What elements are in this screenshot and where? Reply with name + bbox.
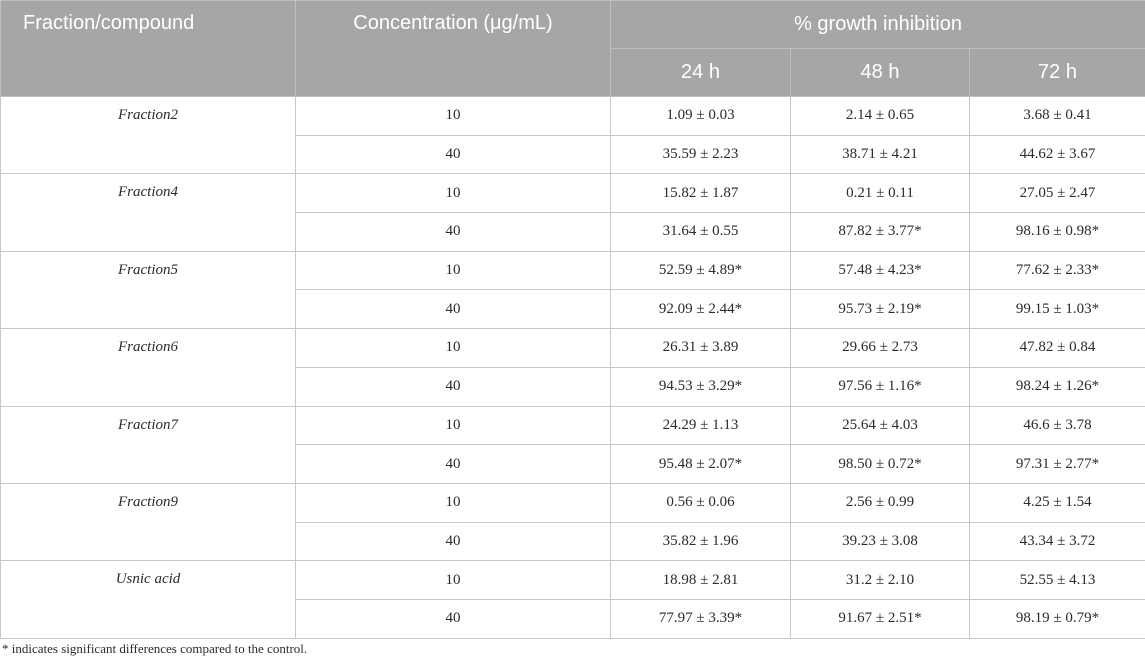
header-fraction: Fraction/compound — [0, 0, 296, 97]
value-24h-cell: 94.53 ± 3.29* — [610, 366, 791, 407]
value-24h-cell: 95.48 ± 2.07* — [610, 444, 791, 484]
header-growth-inhibition: % growth inhibition — [609, 0, 1145, 49]
value-72h-cell: 98.24 ± 1.26* — [968, 366, 1145, 407]
value-24h-cell: 35.82 ± 1.96 — [610, 521, 791, 562]
value-24h-cell: 15.82 ± 1.87 — [610, 173, 791, 214]
value-72h-cell: 99.15 ± 1.03* — [968, 289, 1145, 330]
value-48h-cell: 98.50 ± 0.72* — [790, 444, 970, 484]
concentration-cell: 10 — [295, 560, 611, 600]
concentration-cell: 40 — [295, 366, 611, 407]
table-row: 40 77.97 ± 3.39* 91.67 ± 2.51* 98.19 ± 0… — [1, 598, 1145, 639]
value-48h-cell: 87.82 ± 3.77* — [790, 212, 970, 252]
concentration-cell: 10 — [295, 482, 611, 523]
value-24h-cell: 31.64 ± 0.55 — [610, 212, 791, 252]
concentration-cell: 10 — [295, 405, 611, 446]
header-concentration: Concentration (μg/mL) — [295, 0, 611, 97]
table-row: 40 92.09 ± 2.44* 95.73 ± 2.19* 99.15 ± 1… — [1, 289, 1145, 330]
table-body: Fraction2 10 1.09 ± 0.03 2.14 ± 0.65 3.6… — [0, 95, 1145, 639]
compound-name: Fraction7 — [0, 405, 296, 484]
concentration-cell: 10 — [295, 328, 611, 368]
table-header: Fraction/compound Concentration (μg/mL) … — [0, 0, 1145, 97]
value-48h-cell: 2.56 ± 0.99 — [790, 482, 970, 523]
compound-name: Fraction5 — [0, 250, 296, 330]
concentration-cell: 40 — [295, 521, 611, 562]
table-row: Fraction6 10 26.31 ± 3.89 29.66 ± 2.73 4… — [0, 328, 1145, 407]
value-24h-cell: 77.97 ± 3.39* — [610, 598, 791, 639]
value-48h-cell: 39.23 ± 3.08 — [790, 521, 970, 562]
table-row: Fraction2 10 1.09 ± 0.03 2.14 ± 0.65 3.6… — [0, 95, 1145, 175]
table-row: Fraction5 10 52.59 ± 4.89* 57.48 ± 4.23*… — [0, 250, 1145, 330]
table-row: 40 95.48 ± 2.07* 98.50 ± 0.72* 97.31 ± 2… — [1, 444, 1145, 484]
value-72h-cell: 46.6 ± 3.78 — [968, 405, 1145, 446]
table-row: Fraction7 10 24.29 ± 1.13 25.64 ± 4.03 4… — [0, 405, 1145, 484]
value-72h-cell: 3.68 ± 0.41 — [968, 96, 1145, 136]
concentration-cell: 10 — [295, 250, 611, 291]
value-72h-cell: 4.25 ± 1.54 — [968, 482, 1145, 523]
header-72h: 72 h — [968, 48, 1145, 97]
value-72h-cell: 27.05 ± 2.47 — [968, 173, 1145, 214]
value-48h-cell: 91.67 ± 2.51* — [790, 598, 970, 639]
compound-name: Usnic acid — [0, 560, 296, 639]
compound-name: Fraction2 — [0, 95, 296, 175]
table-row: Fraction4 10 15.82 ± 1.87 0.21 ± 0.11 27… — [0, 173, 1145, 252]
value-72h-cell: 44.62 ± 3.67 — [968, 134, 1145, 175]
value-72h-cell: 43.34 ± 3.72 — [968, 521, 1145, 562]
concentration-cell: 40 — [295, 289, 611, 330]
value-24h-cell: 24.29 ± 1.13 — [610, 405, 791, 446]
value-48h-cell: 25.64 ± 4.03 — [790, 405, 970, 446]
concentration-cell: 10 — [295, 96, 611, 136]
value-72h-cell: 97.31 ± 2.77* — [968, 444, 1145, 484]
value-24h-cell: 0.56 ± 0.06 — [610, 482, 791, 523]
value-48h-cell: 97.56 ± 1.16* — [790, 366, 970, 407]
value-24h-cell: 1.09 ± 0.03 — [610, 96, 791, 136]
table-row: 40 35.59 ± 2.23 38.71 ± 4.21 44.62 ± 3.6… — [1, 134, 1145, 175]
value-24h-cell: 18.98 ± 2.81 — [610, 560, 791, 600]
value-48h-cell: 0.21 ± 0.11 — [790, 173, 970, 214]
header-24h: 24 h — [610, 48, 791, 97]
concentration-cell: 40 — [295, 444, 611, 484]
compound-name: Fraction4 — [0, 173, 296, 252]
value-72h-cell: 52.55 ± 4.13 — [968, 560, 1145, 600]
value-48h-cell: 31.2 ± 2.10 — [790, 560, 970, 600]
value-48h-cell: 2.14 ± 0.65 — [790, 96, 970, 136]
value-48h-cell: 57.48 ± 4.23* — [790, 250, 970, 291]
compound-name: Fraction9 — [0, 482, 296, 562]
header-48h: 48 h — [790, 48, 970, 97]
value-48h-cell: 38.71 ± 4.21 — [790, 134, 970, 175]
concentration-cell: 40 — [295, 212, 611, 252]
value-72h-cell: 47.82 ± 0.84 — [968, 328, 1145, 368]
growth-inhibition-table: Fraction/compound Concentration (μg/mL) … — [0, 0, 1145, 639]
table-row: Fraction9 10 0.56 ± 0.06 2.56 ± 0.99 4.2… — [0, 482, 1145, 562]
value-72h-cell: 77.62 ± 2.33* — [968, 250, 1145, 291]
value-24h-cell: 52.59 ± 4.89* — [610, 250, 791, 291]
concentration-cell: 40 — [295, 134, 611, 175]
compound-name: Fraction6 — [0, 328, 296, 407]
value-24h-cell: 92.09 ± 2.44* — [610, 289, 791, 330]
value-24h-cell: 35.59 ± 2.23 — [610, 134, 791, 175]
table-footnote: * indicates significant differences comp… — [2, 641, 308, 656]
value-24h-cell: 26.31 ± 3.89 — [610, 328, 791, 368]
table-row: 40 35.82 ± 1.96 39.23 ± 3.08 43.34 ± 3.7… — [1, 521, 1145, 562]
value-48h-cell: 29.66 ± 2.73 — [790, 328, 970, 368]
concentration-cell: 40 — [295, 598, 611, 639]
table-row: Usnic acid 10 18.98 ± 2.81 31.2 ± 2.10 5… — [0, 560, 1145, 639]
concentration-cell: 10 — [295, 173, 611, 214]
value-72h-cell: 98.19 ± 0.79* — [968, 598, 1145, 639]
value-72h-cell: 98.16 ± 0.98* — [968, 212, 1145, 252]
table-row: 40 31.64 ± 0.55 87.82 ± 3.77* 98.16 ± 0.… — [1, 212, 1145, 252]
value-48h-cell: 95.73 ± 2.19* — [790, 289, 970, 330]
table-row: 40 94.53 ± 3.29* 97.56 ± 1.16* 98.24 ± 1… — [1, 366, 1145, 407]
